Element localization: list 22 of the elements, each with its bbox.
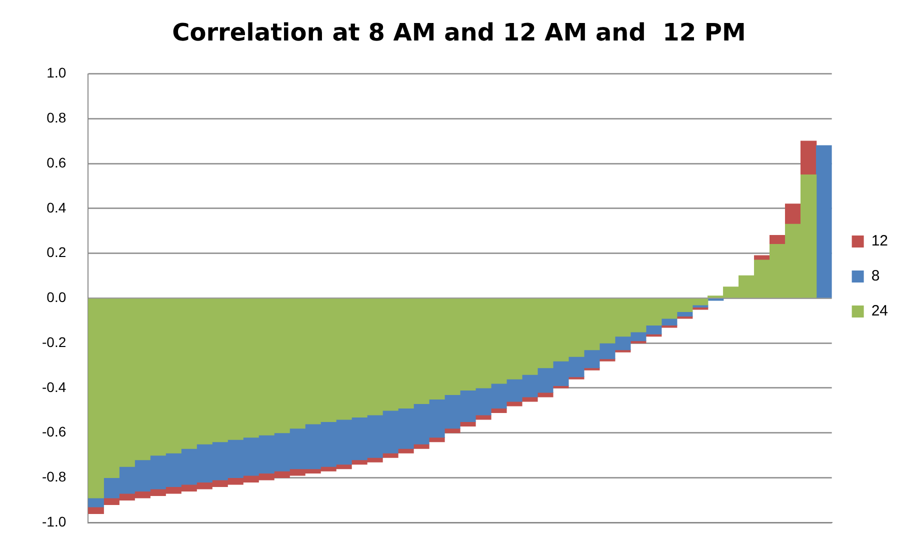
legend-label: 24 [871, 302, 888, 320]
y-tick-label: -0.2 [42, 334, 66, 350]
bar [770, 235, 786, 245]
legend-label: 8 [871, 268, 880, 285]
y-tick-label: -1.0 [42, 513, 66, 530]
bar [785, 204, 802, 224]
y-tick-label: 0.4 [46, 199, 66, 216]
y-tick-label: -0.4 [42, 378, 66, 395]
y-tick-label: 0.8 [46, 110, 66, 126]
bar [661, 318, 678, 326]
y-tick-label: 0.0 [46, 289, 66, 306]
legend-label: 12 [871, 232, 888, 250]
chart-title: Correlation at 8 AM and 12 AM and 12 PM [172, 18, 746, 47]
y-tick-label: 0.6 [46, 154, 66, 170]
y-tick-label: 1.0 [46, 64, 66, 81]
y-tick-label: -0.6 [42, 424, 66, 440]
bar [88, 498, 104, 508]
y-tick-label: -0.8 [42, 468, 66, 485]
bar [88, 506, 104, 514]
bar [800, 140, 817, 176]
bar [816, 145, 832, 298]
y-tick-label: 0.2 [46, 244, 66, 260]
